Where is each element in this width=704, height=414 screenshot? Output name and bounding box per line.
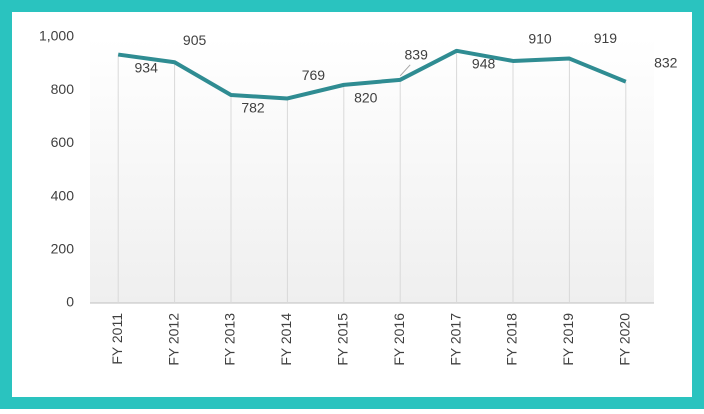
x-tick-label: FY 2015 [335, 313, 351, 366]
x-tick-label: FY 2017 [447, 313, 463, 366]
x-tick-label: FY 2019 [560, 313, 576, 366]
data-label: 820 [354, 90, 378, 106]
data-label: 905 [183, 32, 207, 48]
data-label: 948 [472, 56, 496, 72]
x-tick-label: FY 2020 [617, 313, 633, 366]
data-label: 910 [528, 31, 552, 47]
y-tick-label: 0 [66, 294, 74, 310]
y-tick-label: 600 [51, 134, 75, 150]
x-tick-label: FY 2012 [165, 313, 181, 366]
x-tick-label: FY 2011 [109, 313, 125, 365]
y-tick-label: 200 [51, 241, 75, 257]
x-tick-label: FY 2014 [278, 313, 294, 366]
data-label: 769 [302, 67, 326, 83]
y-tick-label: 800 [51, 81, 75, 97]
x-tick-label: FY 2013 [222, 313, 238, 366]
x-tick-label: FY 2018 [504, 313, 520, 366]
data-label: 919 [594, 30, 618, 46]
data-label: 934 [135, 59, 159, 75]
data-label: 832 [654, 54, 678, 70]
data-label: 839 [405, 47, 429, 63]
data-label: 782 [241, 100, 265, 116]
y-tick-label: 1,000 [39, 28, 74, 44]
leader-line [399, 64, 411, 77]
line [117, 48, 627, 101]
x-tick-label: FY 2016 [391, 313, 407, 366]
y-tick-label: 400 [51, 187, 75, 203]
